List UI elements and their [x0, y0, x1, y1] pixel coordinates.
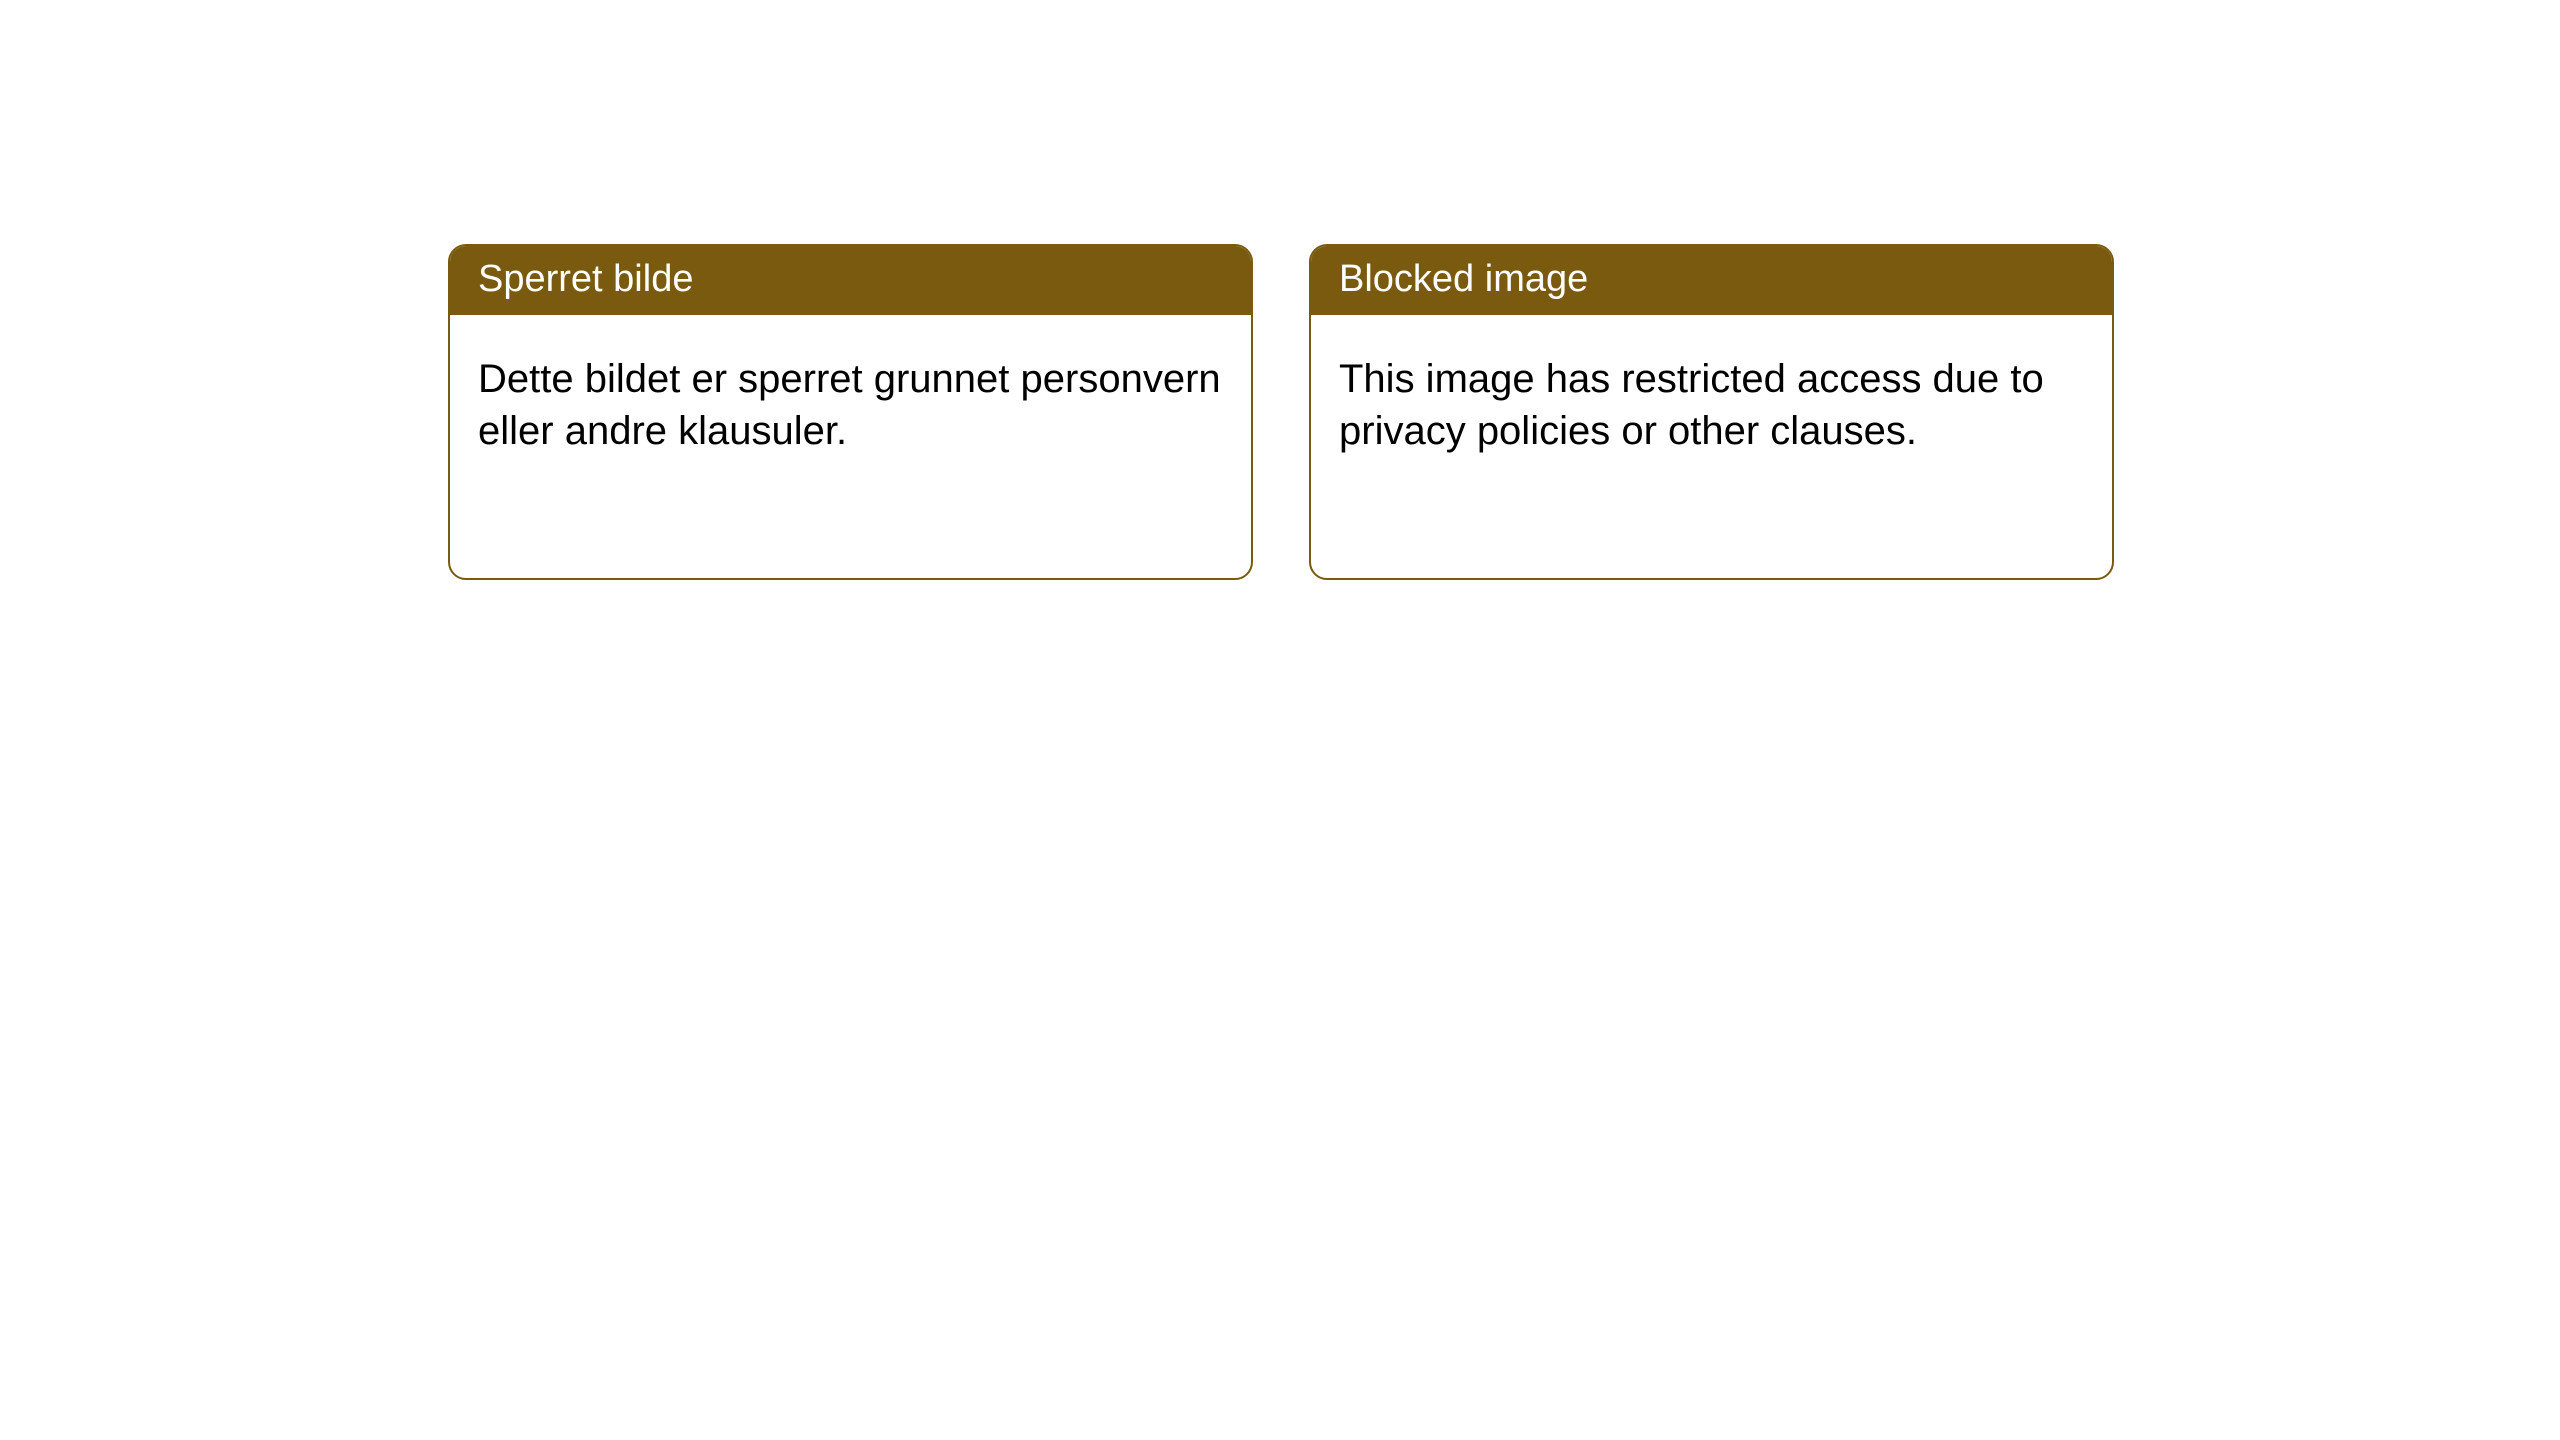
notice-body-text: This image has restricted access due to … [1339, 357, 2044, 453]
notice-container: Sperret bilde Dette bildet er sperret gr… [0, 0, 2560, 580]
notice-body: Dette bildet er sperret grunnet personve… [450, 315, 1251, 485]
notice-body-text: Dette bildet er sperret grunnet personve… [478, 357, 1221, 453]
notice-title: Blocked image [1339, 258, 1588, 300]
notice-title: Sperret bilde [478, 258, 693, 300]
notice-card-norwegian: Sperret bilde Dette bildet er sperret gr… [448, 244, 1253, 580]
notice-header: Blocked image [1311, 246, 2112, 315]
notice-header: Sperret bilde [450, 246, 1251, 315]
notice-body: This image has restricted access due to … [1311, 315, 2112, 485]
notice-card-english: Blocked image This image has restricted … [1309, 244, 2114, 580]
